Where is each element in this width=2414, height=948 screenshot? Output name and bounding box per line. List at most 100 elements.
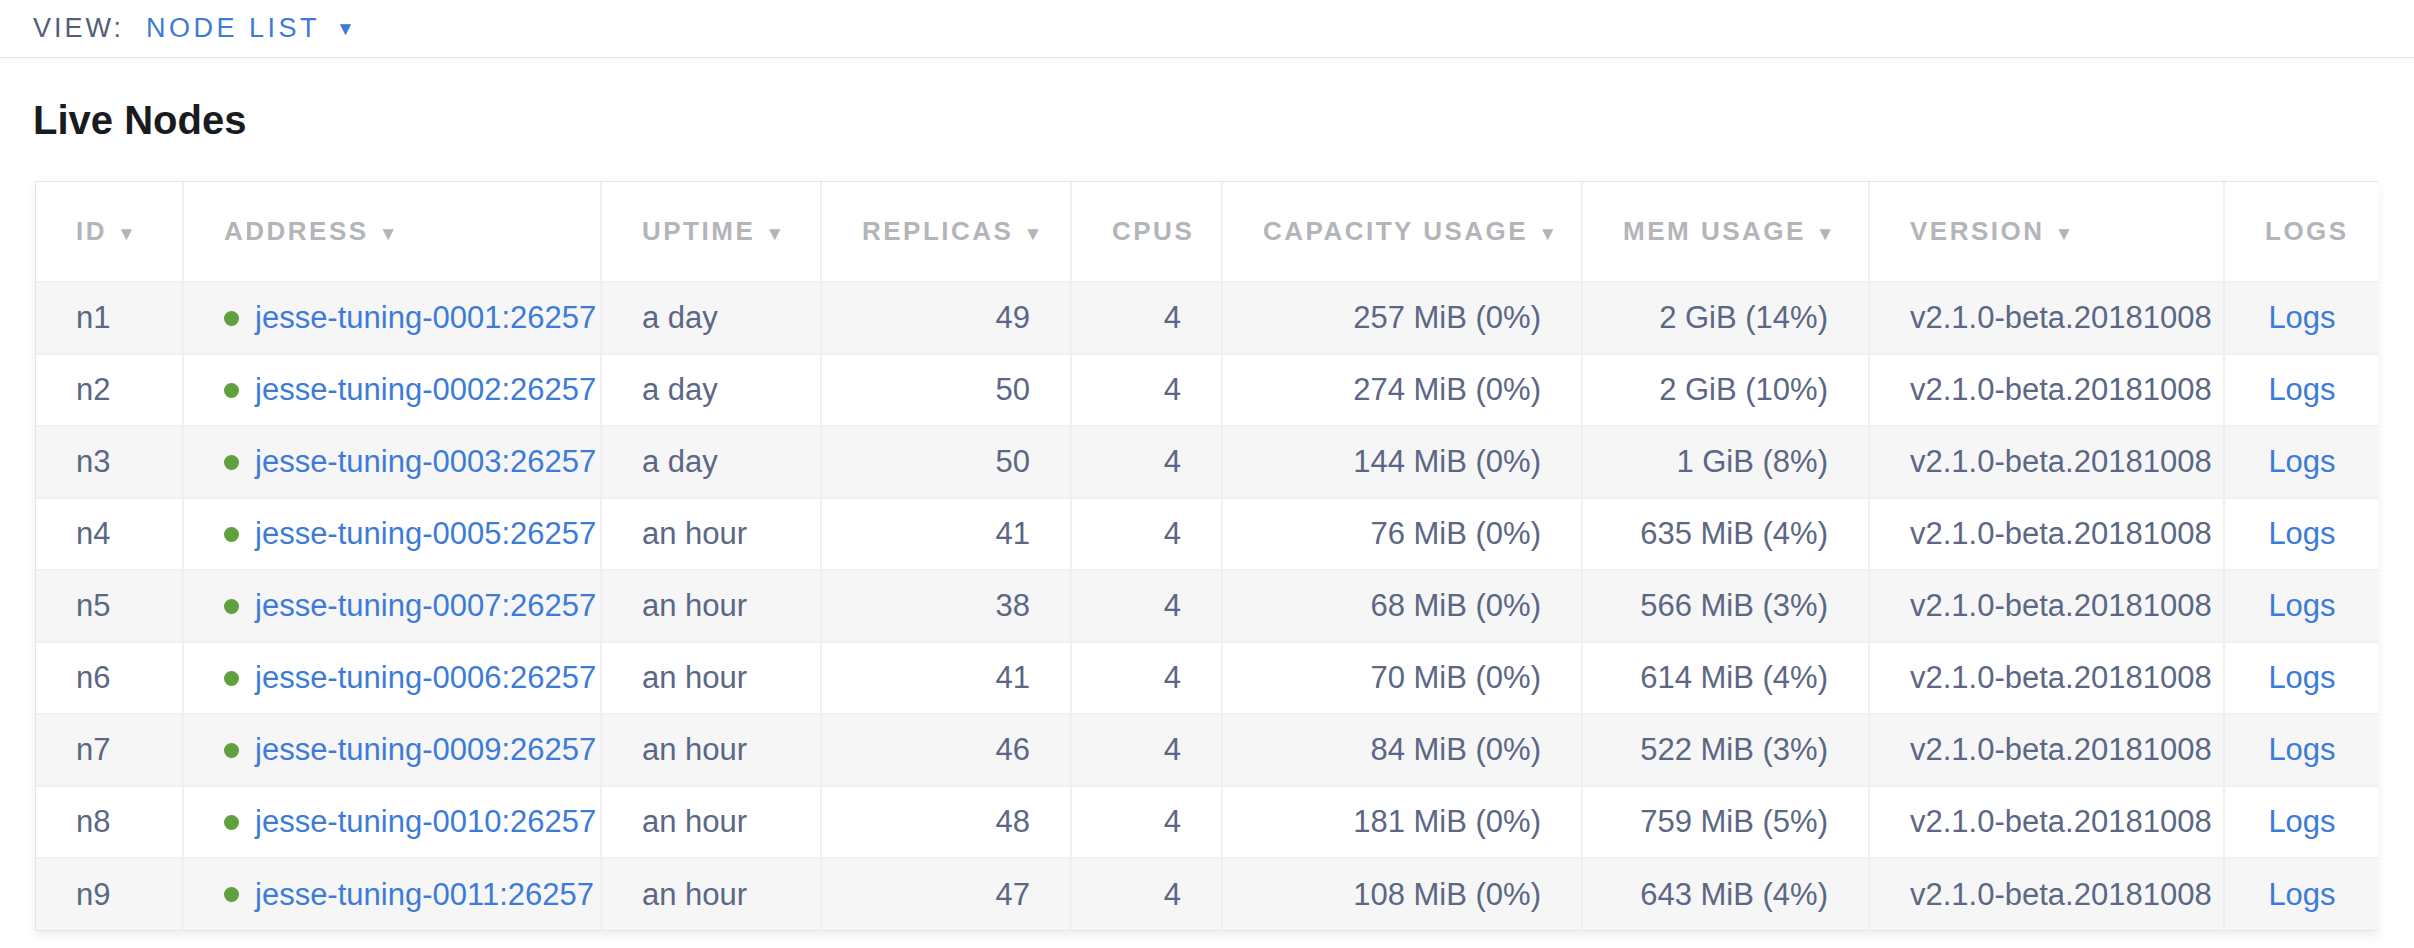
cpus-cell: 4 [1071, 642, 1222, 714]
logs-cell: Logs [2224, 570, 2379, 642]
version-cell: v2.1.0-beta.20181008 [1869, 570, 2224, 642]
mem-cell: 635 MiB (4%) [1582, 498, 1869, 570]
table-row: n8jesse-tuning-0010:26257an hour484181 M… [36, 786, 2379, 858]
node-live-status-icon [224, 311, 239, 326]
version-cell: v2.1.0-beta.20181008 [1869, 714, 2224, 786]
column-header-label: ADDRESS [224, 216, 369, 246]
uptime-cell: a day [601, 354, 821, 426]
column-header-label: LOGS [2265, 216, 2349, 246]
table-row: n6jesse-tuning-0006:26257an hour41470 Mi… [36, 642, 2379, 714]
uptime-cell: a day [601, 426, 821, 498]
logs-link[interactable]: Logs [2268, 588, 2335, 623]
replicas-cell: 47 [821, 858, 1071, 930]
logs-link[interactable]: Logs [2268, 804, 2335, 839]
table-row: n7jesse-tuning-0009:26257an hour46484 Mi… [36, 714, 2379, 786]
cpus-cell: 4 [1071, 498, 1222, 570]
logs-link[interactable]: Logs [2268, 660, 2335, 695]
id-cell: n2 [36, 354, 183, 426]
node-address-link[interactable]: jesse-tuning-0009:26257 [255, 732, 596, 768]
address-cell: jesse-tuning-0002:26257 [183, 354, 601, 426]
version-cell: v2.1.0-beta.20181008 [1869, 498, 2224, 570]
table-row: n1jesse-tuning-0001:26257a day494257 MiB… [36, 282, 2379, 354]
sort-descending-icon: ▼ [117, 223, 138, 244]
column-header-label: UPTIME [642, 216, 755, 246]
column-header-uptime[interactable]: UPTIME▼ [601, 182, 821, 282]
replicas-cell: 38 [821, 570, 1071, 642]
capacity-cell: 108 MiB (0%) [1222, 858, 1582, 930]
node-address-link[interactable]: jesse-tuning-0007:26257 [255, 588, 596, 624]
address-cell: jesse-tuning-0001:26257 [183, 282, 601, 354]
mem-cell: 566 MiB (3%) [1582, 570, 1869, 642]
node-address-link[interactable]: jesse-tuning-0005:26257 [255, 516, 596, 552]
logs-link[interactable]: Logs [2268, 444, 2335, 479]
column-header-id[interactable]: ID▼ [36, 182, 183, 282]
column-header-logs: LOGS [2224, 182, 2379, 282]
capacity-cell: 84 MiB (0%) [1222, 714, 1582, 786]
capacity-cell: 144 MiB (0%) [1222, 426, 1582, 498]
logs-link[interactable]: Logs [2268, 732, 2335, 767]
node-live-status-icon [224, 383, 239, 398]
table-row: n2 jesse-tuning-0002:26257a day504274 MiB… [36, 354, 2379, 426]
page-title: Live Nodes [33, 98, 2414, 143]
capacity-cell: 68 MiB (0%) [1222, 570, 1582, 642]
logs-link[interactable]: Logs [2268, 877, 2335, 912]
capacity-cell: 274 MiB (0%) [1222, 354, 1582, 426]
node-live-status-icon [224, 887, 239, 902]
column-header-version[interactable]: VERSION ▼ [1869, 182, 2224, 282]
uptime-cell: an hour [601, 786, 821, 858]
version-cell: v2.1.0-beta.20181008 [1869, 426, 2224, 498]
node-live-status-icon [224, 599, 239, 614]
sort-descending-icon: ▼ [2055, 223, 2076, 244]
version-cell: v2.1.0-beta.20181008 [1869, 642, 2224, 714]
node-address-link[interactable]: jesse-tuning-0003:26257 [255, 444, 596, 480]
chevron-down-icon: ▼ [336, 19, 355, 38]
uptime-cell: an hour [601, 714, 821, 786]
replicas-cell: 41 [821, 498, 1071, 570]
logs-cell: Logs [2224, 858, 2379, 930]
id-cell: n5 [36, 570, 183, 642]
logs-link[interactable]: Logs [2268, 516, 2335, 551]
column-header-label: VERSION [1910, 216, 2045, 246]
replicas-cell: 50 [821, 354, 1071, 426]
version-cell: v2.1.0-beta.20181008 [1869, 858, 2224, 930]
node-address-link[interactable]: jesse-tuning-0011:26257 [255, 877, 594, 913]
view-dropdown[interactable]: NODE LIST ▼ [146, 13, 355, 44]
address-cell: jesse-tuning-0011:26257 [183, 858, 601, 930]
address-cell: jesse-tuning-0006:26257 [183, 642, 601, 714]
node-address-link[interactable]: jesse-tuning-0002:26257 [255, 372, 596, 408]
node-address-link[interactable]: jesse-tuning-0010:26257 [255, 804, 596, 840]
column-header-capacity[interactable]: CAPACITY USAGE▼ [1222, 182, 1582, 282]
uptime-cell: an hour [601, 498, 821, 570]
cpus-cell: 4 [1071, 354, 1222, 426]
live-nodes-table: ID▼ADDRESS▼UPTIME▼REPLICAS▼CPUSCAPACITY … [35, 181, 2378, 931]
uptime-cell: an hour [601, 570, 821, 642]
logs-link[interactable]: Logs [2268, 372, 2335, 407]
column-header-cpus: CPUS [1071, 182, 1222, 282]
sort-descending-icon: ▼ [1023, 223, 1044, 244]
logs-link[interactable]: Logs [2268, 300, 2335, 335]
mem-cell: 759 MiB (5%) [1582, 786, 1869, 858]
column-header-address[interactable]: ADDRESS▼ [183, 182, 601, 282]
replicas-cell: 49 [821, 282, 1071, 354]
id-cell: n1 [36, 282, 183, 354]
uptime-cell: an hour [601, 642, 821, 714]
sort-descending-icon: ▼ [1538, 223, 1559, 244]
column-header-mem[interactable]: MEM USAGE▼ [1582, 182, 1869, 282]
logs-cell: Logs [2224, 642, 2379, 714]
address-cell: jesse-tuning-0007:26257 [183, 570, 601, 642]
column-header-replicas[interactable]: REPLICAS▼ [821, 182, 1071, 282]
uptime-cell: an hour [601, 858, 821, 930]
table-row: n3jesse-tuning-0003:26257a day504144 MiB… [36, 426, 2379, 498]
mem-cell: 2 GiB (10%) [1582, 354, 1869, 426]
capacity-cell: 70 MiB (0%) [1222, 642, 1582, 714]
version-cell: v2.1.0-beta.20181008 [1869, 354, 2224, 426]
node-live-status-icon [224, 743, 239, 758]
node-address-link[interactable]: jesse-tuning-0001:26257 [255, 300, 596, 336]
node-live-status-icon [224, 671, 239, 686]
node-address-link[interactable]: jesse-tuning-0006:26257 [255, 660, 596, 696]
mem-cell: 522 MiB (3%) [1582, 714, 1869, 786]
table-row: n4jesse-tuning-0005:26257an hour41476 Mi… [36, 498, 2379, 570]
logs-cell: Logs [2224, 498, 2379, 570]
view-dropdown-value[interactable]: NODE LIST [146, 13, 320, 44]
column-header-label: MEM USAGE [1623, 216, 1806, 246]
